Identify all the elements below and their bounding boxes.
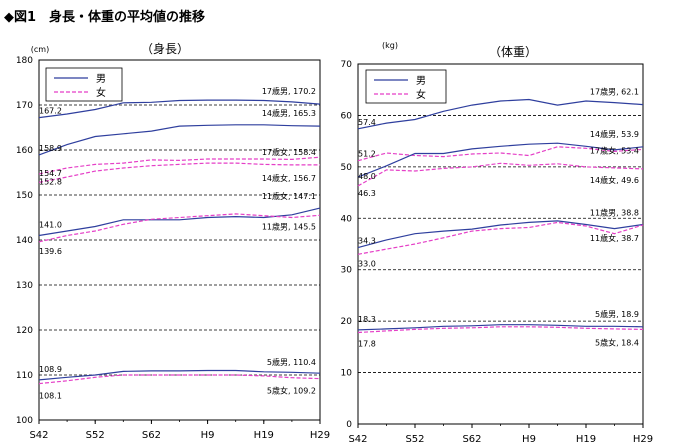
x-tick-label: H19 <box>254 430 274 441</box>
data-label: 139.6 <box>39 247 62 256</box>
y-tick-label: 180 <box>16 56 33 66</box>
y-tick-label: 150 <box>16 191 33 201</box>
data-label: 5歳女, 109.2 <box>267 386 316 396</box>
data-label: 14歳女, 49.6 <box>590 175 639 185</box>
series-line-male-2 <box>357 142 644 178</box>
x-tick-label: H29 <box>310 430 330 441</box>
legend-label: 女 <box>416 88 426 101</box>
data-label: 108.1 <box>39 392 62 401</box>
y-tick-label: 50 <box>341 163 353 173</box>
data-label: 167.2 <box>39 107 62 116</box>
y-tick-label: 40 <box>341 214 353 224</box>
data-label: 51.2 <box>358 150 376 159</box>
data-label: 17歳女, 53.4 <box>590 145 639 155</box>
series-line-female-1 <box>357 146 644 162</box>
legend-label: 男 <box>416 75 426 87</box>
series-line-female-3 <box>357 162 644 187</box>
data-label: 11歳女, 147.1 <box>262 191 316 201</box>
series-line-male-6 <box>357 324 644 331</box>
y-tick-label: 20 <box>341 317 353 327</box>
legend-label: 女 <box>96 86 106 99</box>
data-label: 17.8 <box>358 339 376 348</box>
y-tick-label: 10 <box>341 369 353 379</box>
x-tick-label: S52 <box>86 430 105 441</box>
x-tick-label: H9 <box>201 430 215 441</box>
series-line-male-4 <box>357 220 644 249</box>
series-line-male-0 <box>357 98 644 130</box>
series-line-male-2 <box>38 124 321 156</box>
x-tick-label: H9 <box>522 434 536 445</box>
data-label: 5歳男, 18.9 <box>595 309 639 319</box>
series-line-female-7 <box>38 374 321 385</box>
x-tick-label: S52 <box>405 434 424 445</box>
y-axis-label: (cm) <box>31 45 49 54</box>
chart-title: （身長） <box>141 41 189 56</box>
legend-box <box>45 67 123 102</box>
data-label: 141.0 <box>39 221 62 230</box>
legend-box <box>365 69 447 104</box>
x-tick-label: H29 <box>633 434 653 445</box>
figure-title: ◆図1 身長・体重の平均値の推移 <box>4 10 206 25</box>
y-tick-label: 60 <box>341 111 353 121</box>
y-tick-label: 140 <box>16 236 33 246</box>
data-label: 57.4 <box>358 118 376 127</box>
data-label: 34.3 <box>358 237 376 246</box>
y-tick-label: 100 <box>16 416 33 426</box>
data-label: 11歳男, 38.8 <box>590 207 639 217</box>
chart-title: （体重） <box>489 45 537 59</box>
data-label: 46.3 <box>358 189 376 198</box>
data-label: 5歳男, 110.4 <box>267 357 316 367</box>
data-label: 5歳女, 18.4 <box>595 337 639 347</box>
y-tick-label: 0 <box>346 420 352 430</box>
data-label: 14歳男, 53.9 <box>590 129 639 139</box>
x-tick-label: S42 <box>29 430 48 441</box>
x-tick-label: S62 <box>462 434 481 445</box>
data-label: 11歳女, 38.7 <box>590 233 639 243</box>
data-label: 33.0 <box>358 259 376 268</box>
data-label: 158.9 <box>39 144 62 153</box>
y-axis-label: (kg) <box>382 41 398 50</box>
weight-chart: （体重） (kg) 0 10 20 30 40 50 60 70 S42 S52 S62 H9 H19 H29… <box>341 41 654 445</box>
series-line-female-1 <box>38 156 321 175</box>
y-tick-label: 110 <box>16 371 33 381</box>
data-label: 154.7 <box>39 169 62 178</box>
x-tick-label: S42 <box>348 434 367 445</box>
data-label: 48.0 <box>358 172 376 181</box>
height-chart: （身長） (cm) 100 110 120 130 140 150 160 170 180 S42 S5… <box>16 41 330 441</box>
series-line-female-7 <box>357 326 644 334</box>
plot-frame <box>357 63 644 425</box>
data-label: 17歳男, 62.1 <box>590 87 639 97</box>
series-line-male-6 <box>38 369 321 381</box>
series-line-male-0 <box>38 99 321 119</box>
series-line-female-5 <box>38 213 321 243</box>
data-label: 14歳男, 165.3 <box>262 108 316 118</box>
data-label: 152.8 <box>39 177 62 186</box>
legend-label: 男 <box>96 73 106 85</box>
data-label: 11歳男, 145.5 <box>262 221 316 231</box>
y-tick-label: 30 <box>341 266 353 276</box>
y-tick-label: 70 <box>341 60 353 70</box>
series-line-female-3 <box>38 162 320 183</box>
data-label: 17歳女, 158.4 <box>262 147 316 157</box>
x-tick-label: H19 <box>576 434 596 445</box>
data-label: 108.9 <box>39 365 62 374</box>
data-label: 18.3 <box>358 315 376 324</box>
y-tick-label: 160 <box>16 146 33 156</box>
y-tick-label: 130 <box>16 281 33 291</box>
y-tick-label: 170 <box>16 101 33 111</box>
series-line-female-5 <box>357 221 644 255</box>
data-label: 14歳女, 156.7 <box>262 173 316 183</box>
x-tick-label: S62 <box>142 430 161 441</box>
data-label: 17歳男, 170.2 <box>262 86 316 96</box>
y-tick-label: 120 <box>16 326 33 336</box>
